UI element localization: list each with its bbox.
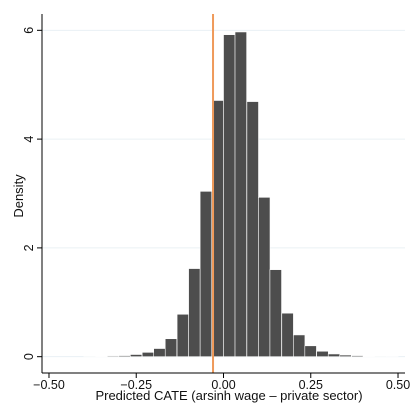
histogram-bar [130, 354, 143, 357]
x-tick-label: 0.50 [386, 378, 410, 392]
histogram-bar [304, 345, 317, 357]
histogram-bar [176, 313, 190, 357]
y-tick-label: 2 [22, 244, 36, 251]
histogram-bar [188, 268, 201, 357]
y-tick-label: 4 [22, 136, 36, 143]
x-axis-title: Predicted CATE (arsinh wage – private se… [95, 388, 362, 403]
y-tick-label: 6 [22, 27, 36, 34]
x-tick-label: 0.00 [211, 378, 235, 392]
y-tick-label: 0 [22, 353, 36, 360]
x-tick-label: 0.25 [299, 378, 323, 392]
histogram-bar [258, 197, 271, 357]
histogram-bar [118, 355, 131, 357]
x-tick-label: −0.50 [33, 378, 65, 392]
histogram-bar [327, 353, 341, 357]
histogram-bar [269, 269, 282, 357]
histogram-bar [106, 355, 120, 357]
histogram-bar [316, 350, 329, 357]
tick-labels: 0 2 4 6 −0.50 −0.25 0.00 0.25 0.50 [22, 27, 410, 392]
histogram-bar [223, 34, 236, 357]
histogram-bar [293, 334, 306, 357]
histogram-bar [246, 101, 259, 357]
histogram-bar [339, 354, 352, 357]
histogram-bar [281, 312, 294, 357]
histogram-bar [234, 31, 247, 357]
histogram-bar [199, 191, 213, 357]
histogram-bar [153, 348, 166, 357]
axes [37, 14, 405, 378]
histogram-bar [141, 352, 155, 357]
y-axis-title: Density [11, 174, 26, 218]
histogram-bar [362, 355, 376, 357]
x-tick-label: −0.25 [120, 378, 152, 392]
histogram-bar [164, 338, 178, 357]
histogram-bar [95, 355, 108, 357]
histogram-bar [351, 355, 364, 357]
histogram-bars [83, 31, 399, 357]
